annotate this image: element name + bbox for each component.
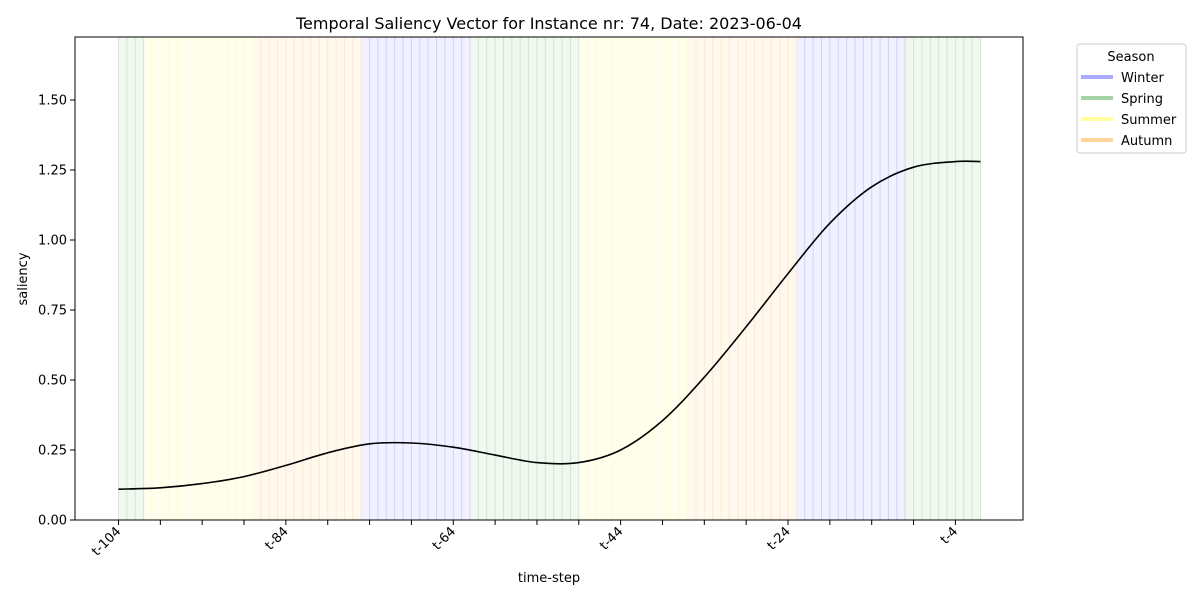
season-band-spring-8 bbox=[905, 37, 981, 520]
y-axis: 0.00 0.25 0.50 0.75 1.00 1.25 1.50 bbox=[38, 94, 75, 529]
season-bands bbox=[118, 37, 981, 520]
y-tick-label: 0.50 bbox=[38, 374, 67, 389]
time-step-gridlines bbox=[118, 37, 981, 520]
legend-box bbox=[1076, 43, 1187, 154]
x-tick-label: t-104 bbox=[89, 524, 124, 559]
y-tick-label: 0.75 bbox=[38, 304, 67, 319]
season-band-winter-3 bbox=[361, 37, 470, 520]
season-band-spring-0 bbox=[118, 37, 144, 520]
season-band-winter-7 bbox=[796, 37, 906, 520]
legend-label-winter: Winter bbox=[1121, 71, 1165, 86]
y-axis-label: saliency bbox=[16, 252, 31, 305]
legend-entry-autumn: Autumn bbox=[1081, 134, 1172, 149]
legend-title: Season bbox=[1107, 50, 1154, 65]
saliency-line bbox=[118, 160, 981, 490]
legend-label-spring: Spring bbox=[1121, 92, 1163, 107]
legend-entry-winter: Winter bbox=[1081, 71, 1165, 86]
legend-entry-summer: Summer bbox=[1081, 113, 1177, 128]
x-tick-label: t-44 bbox=[597, 524, 626, 553]
y-tick-label: 1.50 bbox=[38, 94, 67, 109]
x-axis-label: time-step bbox=[518, 571, 580, 586]
chart-title: Temporal Saliency Vector for Instance nr… bbox=[295, 14, 802, 33]
x-tick-label: t-84 bbox=[262, 524, 291, 553]
plot-frame bbox=[74, 36, 1024, 521]
x-tick-label: t-64 bbox=[430, 524, 459, 553]
season-band-summer-1 bbox=[143, 37, 253, 520]
x-tick-label: t-4 bbox=[938, 524, 961, 547]
y-tick-label: 0.25 bbox=[38, 444, 67, 459]
y-tick-label: 0.00 bbox=[38, 514, 67, 529]
y-tick-label: 1.00 bbox=[38, 234, 67, 249]
legend-entry-spring: Spring bbox=[1081, 92, 1163, 107]
season-band-autumn-6 bbox=[687, 37, 797, 520]
season-band-summer-5 bbox=[578, 37, 688, 520]
x-axis: t-104 t-84 t-64 t-44 t-24 t-4 bbox=[89, 520, 961, 559]
legend: Season Winter Spring Summer Autumn bbox=[1076, 43, 1187, 154]
season-band-spring-4 bbox=[469, 37, 579, 520]
x-tick-label: t-24 bbox=[765, 524, 794, 553]
legend-label-autumn: Autumn bbox=[1121, 134, 1172, 149]
season-band-autumn-2 bbox=[252, 37, 362, 520]
legend-label-summer: Summer bbox=[1121, 113, 1177, 128]
y-tick-label: 1.25 bbox=[38, 164, 67, 179]
